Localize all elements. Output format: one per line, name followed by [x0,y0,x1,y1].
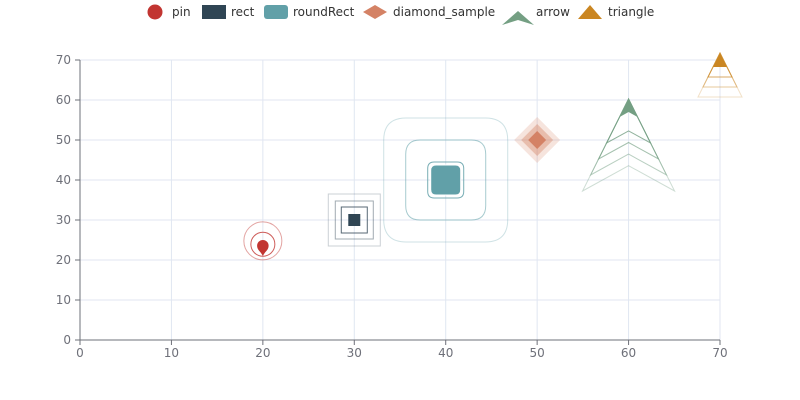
x-tick-label: 40 [438,346,453,360]
legend-arrow-icon [502,11,534,25]
roundrect-ripple [383,117,509,243]
y-tick-label: 10 [56,293,71,307]
x-tick-label: 10 [164,346,179,360]
legend-label: diamond_sample [393,5,495,19]
legend-item-pin[interactable]: pin [147,4,191,20]
roundrect-ripple [405,139,487,221]
roundrect-point[interactable] [430,164,462,196]
ripple-effects [243,51,743,261]
y-tick-label: 0 [63,333,71,347]
legend-label: triangle [608,5,654,19]
rect-ripple [340,206,368,234]
legend-triangle-icon [578,5,602,19]
legend-label: rect [231,5,255,19]
rect-ripple [334,200,374,240]
data-points [257,53,727,256]
pin-ripple [250,231,276,257]
pin-point[interactable] [257,240,269,256]
y-tick-label: 40 [56,173,71,187]
legend-label: pin [172,5,191,19]
x-tick-label: 50 [530,346,545,360]
rect-ripple [327,193,381,247]
y-tick-label: 30 [56,213,71,227]
rect-point[interactable] [348,214,361,226]
y-tick-label: 20 [56,253,71,267]
arrow-point[interactable] [619,99,638,117]
pin-ripple [243,221,283,261]
legend-item-diamond-sample[interactable]: diamond_sample [363,5,495,19]
x-tick-label: 30 [347,346,362,360]
triangle-point[interactable] [713,53,727,67]
legend-roundrect-icon [264,5,288,19]
legend-item-arrow[interactable]: arrow [502,5,570,25]
legend-item-roundrect[interactable]: roundRect [264,5,355,19]
roundrect-ripple [427,161,465,199]
y-tick-label: 60 [56,93,71,107]
legend-rect-icon [202,5,226,19]
legend-diamond-sample-icon [363,5,387,19]
legend-item-triangle[interactable]: triangle [578,5,654,19]
x-tick-label: 0 [76,346,84,360]
x-tick-label: 60 [621,346,636,360]
grid [79,59,721,341]
y-tick-label: 70 [56,53,71,67]
legend: pin rect roundRect diamond_sample arrow trian… [147,4,654,25]
y-tick-label: 50 [56,133,71,147]
x-tick-label: 20 [255,346,270,360]
diamond-sample-point[interactable] [528,131,547,149]
x-tick-label: 70 [712,346,727,360]
axes: 0 10 20 30 40 50 60 70 0 10 20 30 40 50 60 70 [56,53,728,360]
legend-item-rect[interactable]: rect [202,5,255,19]
arrow-ripple [605,97,652,145]
legend-label: roundRect [293,5,355,19]
legend-label: arrow [536,5,570,19]
legend-pin-icon [147,4,163,20]
